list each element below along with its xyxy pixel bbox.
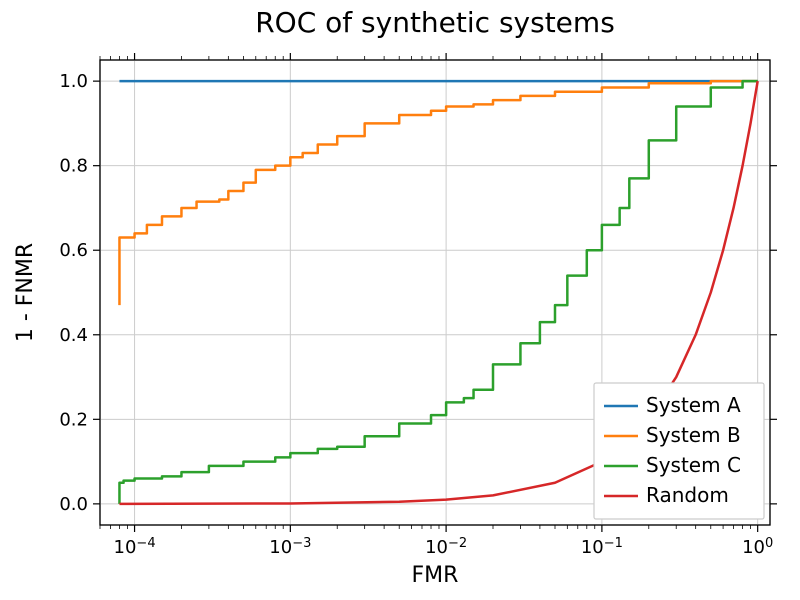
y-tick-label: 0.0	[59, 494, 88, 515]
y-tick-label: 0.4	[59, 325, 88, 346]
legend-item-label: System C	[646, 453, 741, 477]
chart-title: ROC of synthetic systems	[255, 6, 615, 39]
legend-item-label: System A	[646, 393, 741, 417]
legend-item-label: Random	[646, 483, 729, 507]
legend-item-label: System B	[646, 423, 741, 447]
y-axis-label: 1 - FNMR	[13, 243, 38, 342]
y-tick-label: 0.6	[59, 240, 88, 261]
x-axis-label: FMR	[412, 563, 459, 588]
y-tick-label: 0.8	[59, 156, 88, 177]
roc-chart: 10−410−310−210−11000.00.20.40.60.81.0ROC…	[0, 0, 800, 600]
y-tick-label: 0.2	[59, 409, 88, 430]
legend: System A System B System C Random	[594, 383, 764, 519]
chart-container: 10−410−310−210−11000.00.20.40.60.81.0ROC…	[0, 0, 800, 600]
y-tick-label: 1.0	[59, 71, 88, 92]
